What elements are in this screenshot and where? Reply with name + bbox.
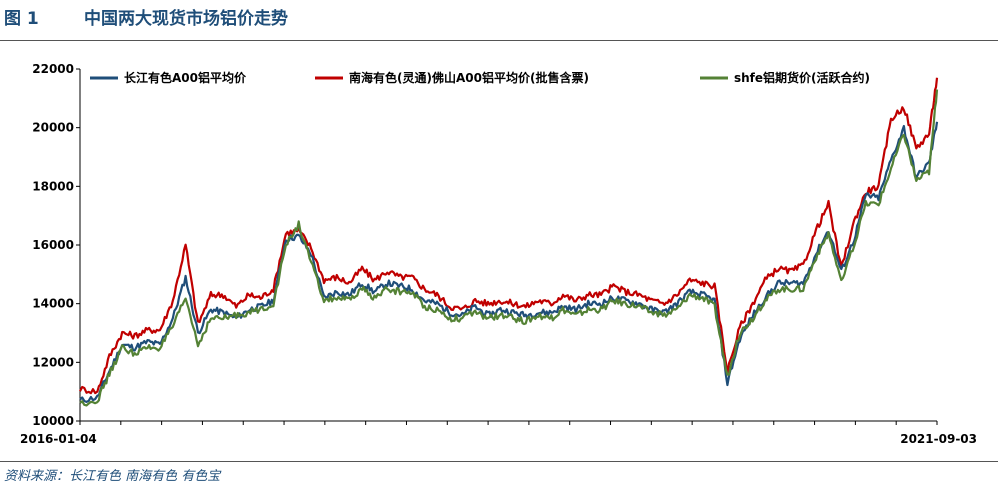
- series-layer: [79, 77, 939, 407]
- y-tick-label: 16000: [32, 238, 74, 252]
- figure-number: 图 1: [4, 9, 39, 29]
- y-tick-label: 14000: [32, 297, 74, 311]
- y-tick-label: 12000: [32, 355, 74, 369]
- series-line-0: [79, 121, 939, 403]
- y-tick-label: 20000: [32, 121, 74, 135]
- y-tick-label: 10000: [32, 414, 74, 428]
- y-tick-label: 22000: [32, 62, 74, 76]
- x-axis: [79, 69, 938, 425]
- bottom-divider: [0, 461, 998, 462]
- source-note: 资料来源：长江有色 南海有色 有色宝: [4, 469, 221, 484]
- legend-label-1: 南海有色(灵通)佛山A00铝平均价(批售含票): [349, 70, 589, 85]
- x-tick-label-start: 2016-01-04: [20, 432, 97, 446]
- x-tick-label-end: 2021-09-03: [900, 432, 977, 446]
- series-line-1: [79, 77, 939, 395]
- y-tick-label: 18000: [32, 179, 74, 193]
- line-chart: 10000 12000 14000 16000 18000 20000 22000 长江有色…: [20, 62, 977, 446]
- series-line-2: [79, 89, 939, 407]
- figure-title: 中国两大现货市场铝价走势: [84, 9, 288, 29]
- y-axis-tick-labels: 10000 12000 14000 16000 18000 20000 22000: [32, 62, 80, 428]
- legend-label-0: 长江有色A00铝平均价: [124, 70, 247, 85]
- figure-title-bar: 图 1 中国两大现货市场铝价走势: [4, 6, 288, 32]
- top-divider: [0, 40, 998, 41]
- legend: 长江有色A00铝平均价 南海有色(灵通)佛山A00铝平均价(批售含票) shfe铝期…: [90, 70, 870, 85]
- legend-label-2: shfe铝期货价(活跃合约): [734, 70, 870, 85]
